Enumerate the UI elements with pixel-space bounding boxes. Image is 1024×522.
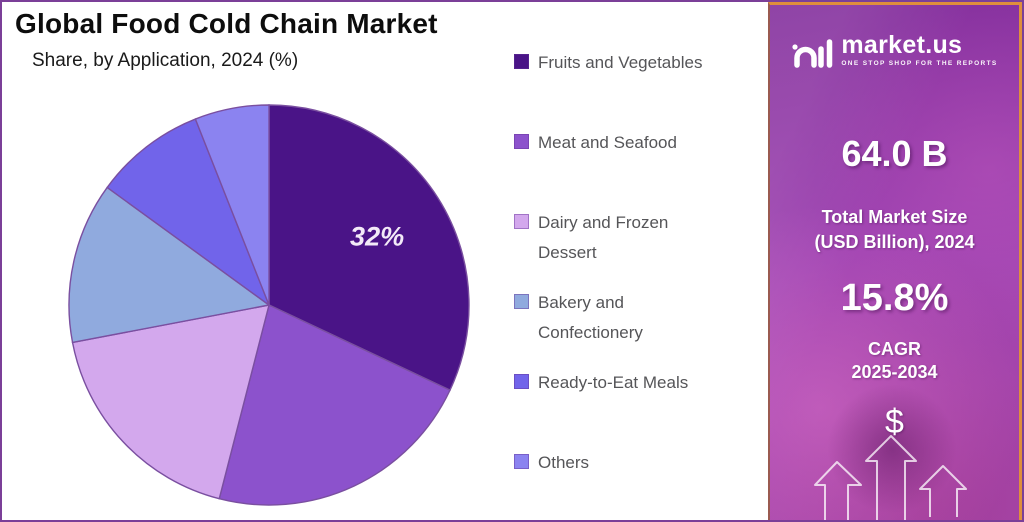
cagr-label-line1: CAGR <box>868 339 921 359</box>
logo: market.us ONE STOP SHOP FOR THE REPORTS <box>770 32 1019 69</box>
pie-slice-label: 32% <box>350 221 404 251</box>
pie-chart: 32% <box>64 100 474 510</box>
growth-arrows-icon <box>814 435 967 520</box>
legend-label: Meat and Seafood <box>538 133 677 152</box>
legend-item-2: Meat and Seafood <box>514 128 759 208</box>
market-size-value: 64.0 B <box>841 133 948 174</box>
cagr-label-line2: 2025-2034 <box>851 362 938 382</box>
chart-subtitle: Share, by Application, 2024 (%) <box>32 50 299 71</box>
legend-label: Bakery and Confectionery <box>538 293 643 342</box>
legend-label: Ready-to-Eat Meals <box>538 373 689 392</box>
legend-item-6: Others <box>514 448 759 520</box>
legend-item-4: Bakery and Confectionery <box>514 288 759 368</box>
chart-title: Global Food Cold Chain Market <box>15 8 438 39</box>
dollar-icon: $ <box>885 403 904 441</box>
logo-name: market.us <box>841 31 963 59</box>
arrow-right <box>919 465 967 517</box>
market-size-label-line2: (USD Billion), 2024 <box>814 232 975 252</box>
legend-swatch-icon <box>514 134 529 149</box>
legend-swatch-icon <box>514 294 529 309</box>
legend-swatch-icon <box>514 214 529 229</box>
legend-label: Dairy and Frozen Dessert <box>538 213 669 262</box>
market-size-label-line1: Total Market Size <box>821 207 968 227</box>
legend: Fruits and Vegetables Meat and Seafood Dai… <box>514 48 759 520</box>
cagr-value: 15.8% <box>840 277 949 319</box>
marketus-logo-icon <box>792 39 833 68</box>
legend-label: Others <box>538 453 590 472</box>
legend-swatch-icon <box>514 454 529 469</box>
arrow-left <box>814 461 862 520</box>
pie-slice-3 <box>71 304 270 500</box>
legend-item-1: Fruits and Vegetables <box>514 48 759 128</box>
chart-area: Global Food Cold Chain Market Share, by … <box>2 2 770 520</box>
legend-item-5: Ready-to-Eat Meals <box>514 368 759 448</box>
arrow-middle <box>865 435 917 520</box>
pie-svg: 32% <box>68 104 470 506</box>
logo-texts: market.us ONE STOP SHOP FOR THE REPORTS <box>841 32 997 67</box>
pie-slice-6 <box>194 104 270 306</box>
market-size-label: Total Market Size (USD Billion), 2024 <box>770 205 1019 255</box>
legend-item-3: Dairy and Frozen Dessert <box>514 208 759 288</box>
legend-swatch-icon <box>514 374 529 389</box>
pie-slice-1 <box>268 104 470 392</box>
logo-tagline: ONE STOP SHOP FOR THE REPORTS <box>841 60 998 67</box>
legend-label: Fruits and Vegetables <box>538 53 703 72</box>
pie-slice-2 <box>218 304 451 506</box>
pie-slice-5 <box>106 118 271 307</box>
legend-swatch-icon <box>514 54 529 69</box>
pie-slice-4 <box>68 186 271 344</box>
cagr-label: CAGR 2025-2034 <box>770 338 1019 384</box>
side-panel: market.us ONE STOP SHOP FOR THE REPORTS … <box>768 2 1022 520</box>
